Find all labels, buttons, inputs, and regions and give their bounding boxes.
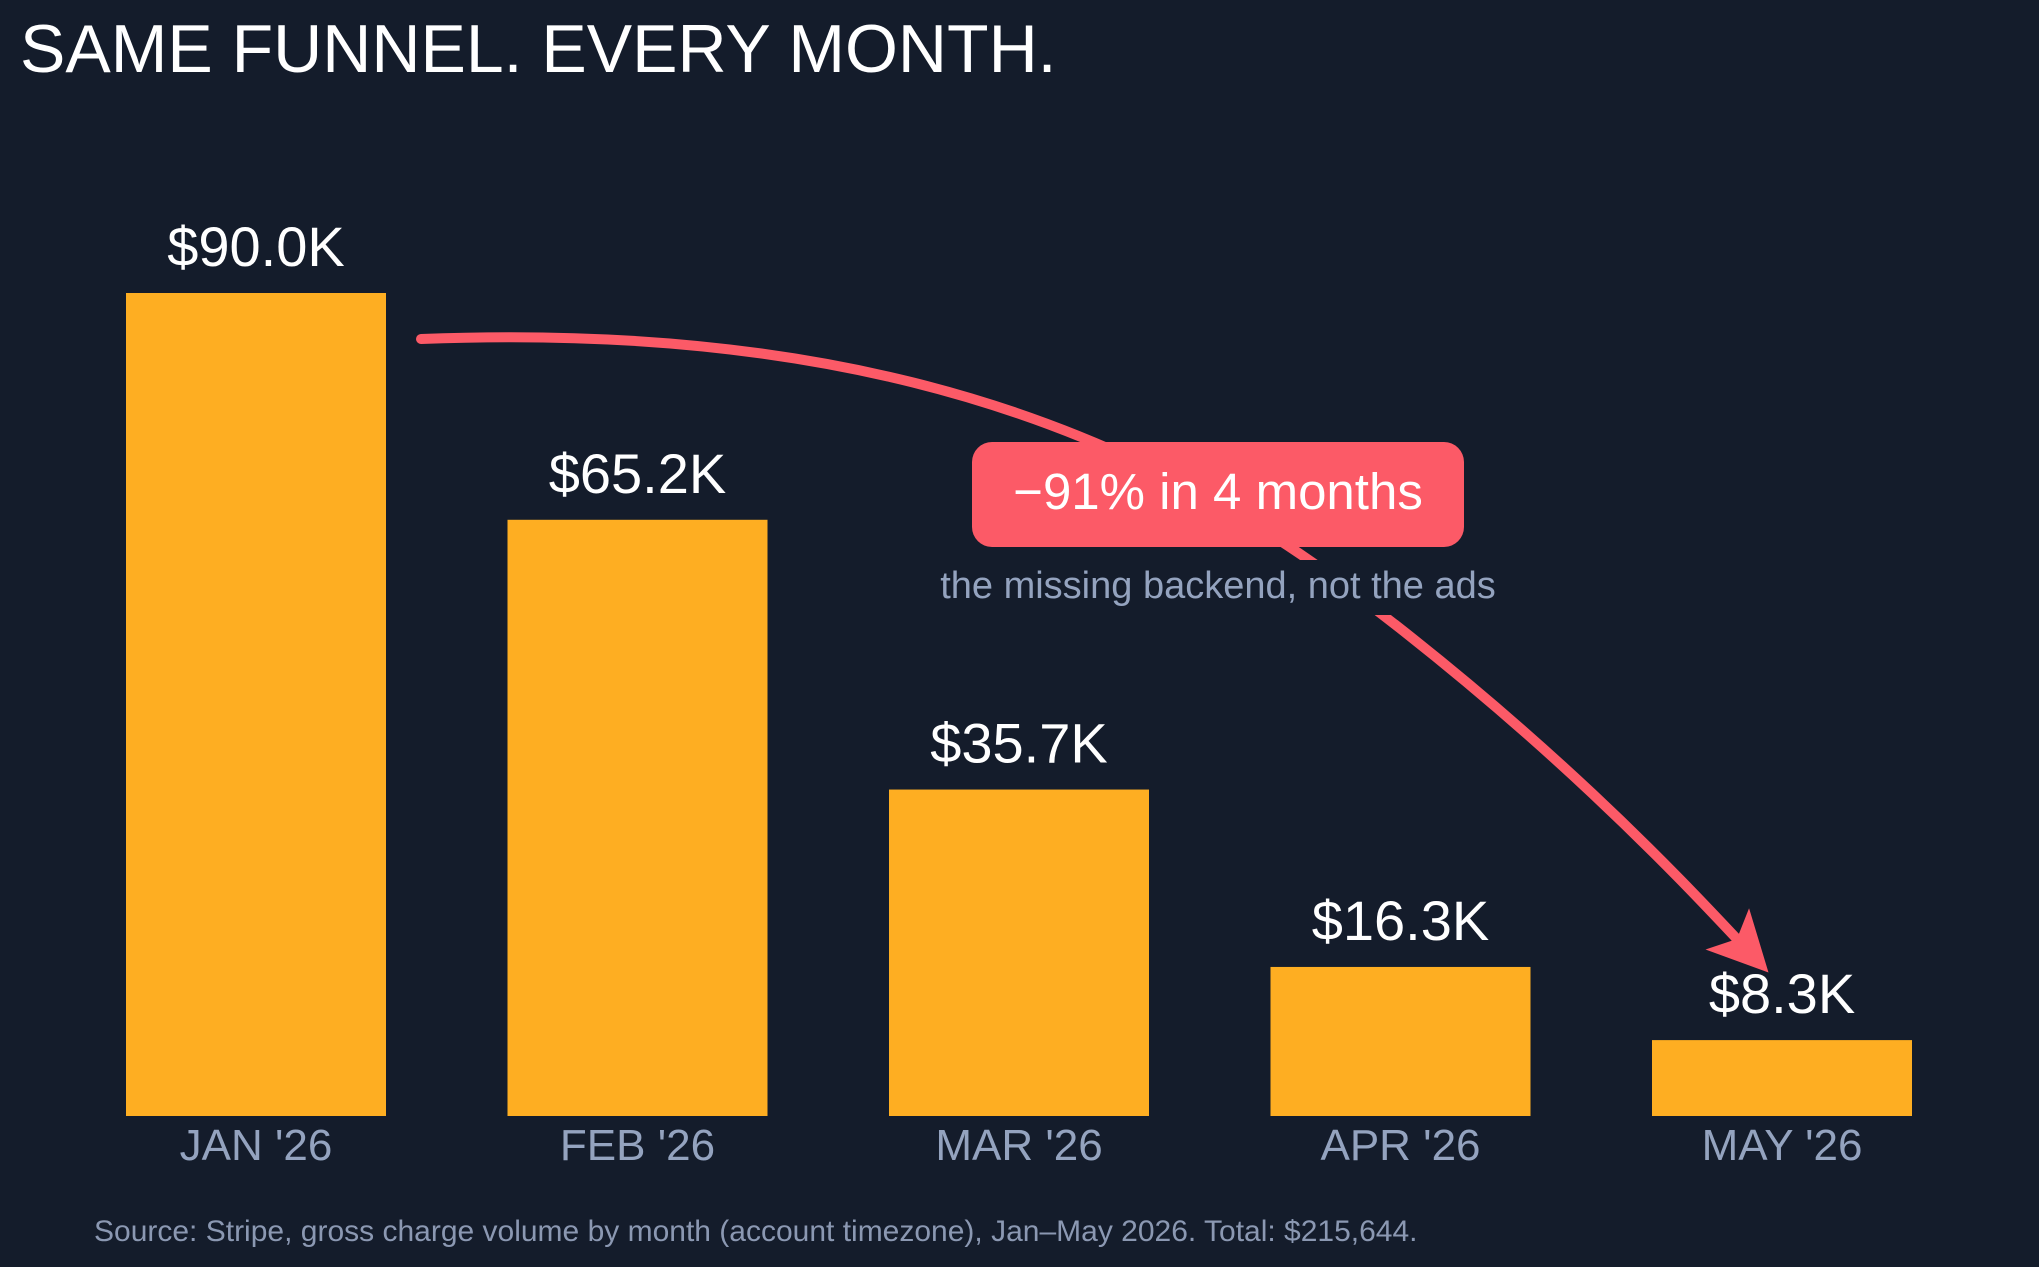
category-label: JAN '26 xyxy=(180,1121,333,1170)
value-labels-group: $90.0K $65.2K $35.7K $16.3K $8.3K xyxy=(167,215,1855,1025)
decline-badge xyxy=(972,442,1464,547)
annotation-sublabel: the missing backend, not the ads xyxy=(940,565,1496,607)
annotation-sublabel-backdrop xyxy=(912,560,1524,615)
category-label: MAR '26 xyxy=(935,1121,1102,1170)
bar-value-label: $35.7K xyxy=(930,712,1108,775)
category-label: APR '26 xyxy=(1320,1121,1480,1170)
category-label: MAY '26 xyxy=(1702,1121,1863,1170)
bar xyxy=(1270,966,1531,1116)
decline-badge-label: −91% in 4 months xyxy=(1013,463,1423,520)
bar xyxy=(889,789,1149,1116)
bar xyxy=(126,293,386,1116)
bars-group xyxy=(126,293,1912,1116)
bar xyxy=(1652,1040,1912,1116)
bar-value-label: $8.3K xyxy=(1709,962,1855,1025)
bar-value-label: $65.2K xyxy=(549,442,727,505)
category-label: FEB '26 xyxy=(560,1121,715,1170)
category-labels-group: JAN '26 FEB '26 MAR '26 APR '26 MAY '26 xyxy=(180,1121,1863,1170)
bar-value-label: $16.3K xyxy=(1312,889,1490,952)
bar xyxy=(507,519,768,1116)
source-note: Source: Stripe, gross charge volume by m… xyxy=(94,1215,1418,1248)
chart-title: SAME FUNNEL. EVERY MONTH. xyxy=(20,11,1057,87)
bar-value-label: $90.0K xyxy=(167,215,345,278)
